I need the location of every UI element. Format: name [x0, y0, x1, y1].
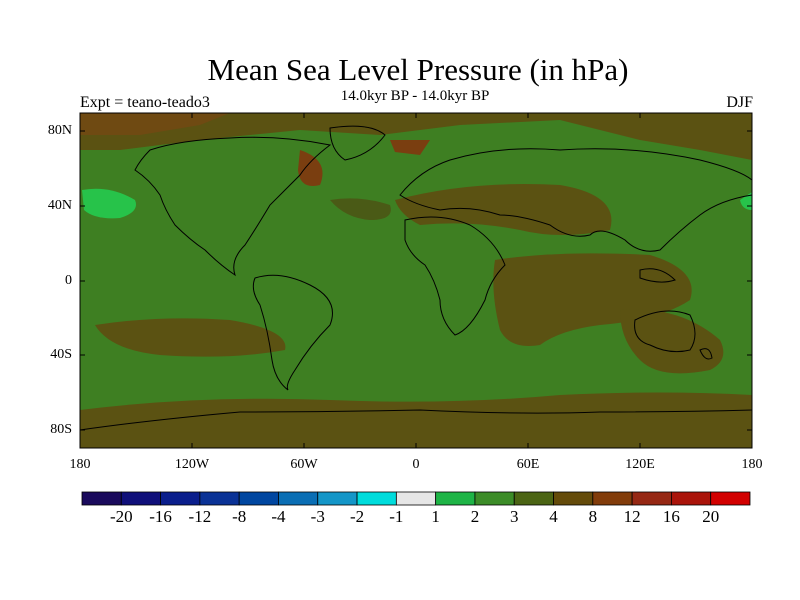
lat-label: 80S	[50, 422, 72, 437]
lat-label: 0	[65, 273, 72, 288]
contour-regions	[80, 113, 752, 448]
colorbar-swatch	[120, 491, 161, 506]
colorbar-swatch	[395, 491, 437, 506]
lon-label: 120E	[625, 457, 655, 472]
colorbar-label: 20	[702, 507, 720, 526]
colorbar-swatch	[356, 491, 397, 506]
lat-label: 80N	[47, 123, 72, 138]
colorbar-label: 8	[588, 507, 598, 526]
colorbar-swatch	[317, 491, 358, 506]
colorbar-label: -8	[232, 507, 247, 526]
colorbar-swatch	[513, 491, 554, 506]
colorbar-label: -3	[310, 507, 325, 526]
colorbar-swatch	[160, 491, 201, 506]
colorbar-swatch	[278, 491, 319, 506]
colorbar-label: 3	[509, 507, 519, 526]
colorbar-label: 4	[549, 507, 558, 526]
lon-label: 60W	[290, 457, 318, 472]
lon-label: 0	[412, 457, 420, 472]
lon-label: 60E	[516, 457, 540, 472]
lon-label: 120W	[174, 457, 210, 472]
colorbar-label: 1	[431, 507, 440, 526]
colorbar-label: 2	[470, 507, 480, 526]
colorbar-swatch	[710, 491, 751, 506]
colorbar-label: 16	[662, 507, 680, 526]
colorbar-swatch	[435, 491, 476, 506]
colorbar-swatch	[81, 491, 122, 506]
lat-label: 40N	[47, 198, 72, 213]
colorbar-label: -20	[109, 507, 133, 526]
colorbar-label: -2	[349, 507, 365, 526]
lon-label: 180	[741, 457, 763, 472]
colorbar-swatch	[238, 491, 279, 506]
coastlines	[79, 125, 753, 431]
colorbar-swatch	[631, 491, 672, 506]
season-label: DJF	[726, 94, 753, 111]
map-title: Mean Sea Level Pressure (in hPa)	[207, 52, 629, 87]
lon-label: 180	[69, 457, 91, 472]
colorbar-swatch	[553, 491, 594, 506]
colorbar-label: -4	[271, 507, 286, 526]
colorbar-swatch	[474, 491, 515, 506]
lat-label: 40S	[50, 347, 72, 362]
colorbar-label: -16	[149, 507, 172, 526]
map-subtitle: 14.0kyr BP - 14.0kyr BP	[340, 88, 490, 104]
colorbar-swatch	[199, 491, 240, 506]
colorbar-label: 12	[623, 507, 641, 526]
experiment-label: Expt = teano-teado3	[80, 94, 210, 111]
colorbar-label: -12	[188, 507, 212, 526]
colorbar-swatch	[671, 491, 712, 506]
axis-ticks	[80, 113, 752, 448]
colorbar-label: -1	[389, 507, 404, 526]
colorbar-swatch	[592, 491, 633, 506]
